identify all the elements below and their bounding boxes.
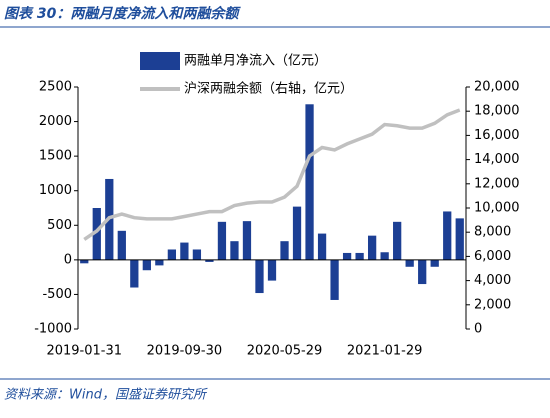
source-note: 资料来源：Wind，国盛证券研究所: [4, 387, 208, 403]
y2-tick-label: 12,000: [474, 176, 520, 191]
x-tick-label: 2019-01-31: [46, 344, 122, 359]
bar: [230, 241, 239, 260]
y-tick-label: 500: [47, 218, 72, 233]
bar: [280, 241, 289, 260]
bar: [317, 233, 327, 260]
bar: [267, 259, 277, 281]
bar: [92, 208, 101, 260]
bar: [192, 249, 202, 260]
bar: [180, 242, 189, 260]
bar: [393, 221, 402, 260]
bar: [167, 249, 177, 260]
bar: [418, 259, 427, 285]
bar: [255, 259, 264, 294]
bar: [292, 206, 302, 260]
y2-tick-label: 8,000: [474, 225, 511, 240]
bar: [367, 235, 377, 260]
bar: [242, 221, 252, 260]
bar: [142, 259, 151, 271]
legend-label: 沪深两融余额（右轴，亿元）: [184, 81, 353, 97]
y-tick-label: 0: [64, 252, 72, 267]
bar: [205, 259, 214, 262]
bar: [380, 252, 389, 260]
bar: [455, 218, 464, 260]
y-tick-label: -1000: [34, 322, 72, 337]
bar: [155, 259, 164, 266]
y2-tick-label: 2,000: [474, 297, 511, 312]
bar: [117, 230, 126, 260]
bar: [355, 252, 364, 260]
bar: [443, 211, 452, 260]
legend-swatch: [140, 52, 180, 70]
chart-title: 图表 30：两融月度净流入和两融余额: [4, 5, 241, 22]
bar: [430, 259, 439, 267]
bar: [80, 259, 89, 264]
line: [83, 108, 461, 241]
bar: [305, 104, 314, 260]
y-tick-label: 2000: [39, 114, 72, 129]
y-tick-label: 1500: [39, 149, 72, 164]
y-tick-label: -500: [42, 287, 72, 302]
y2-tick-label: 20,000: [474, 80, 520, 95]
bar: [405, 259, 414, 267]
y-tick-label: 1000: [39, 183, 72, 198]
y2-tick-label: 6,000: [474, 249, 511, 264]
x-tick-label: 2019-09-30: [147, 344, 223, 359]
y2-tick-label: 4,000: [474, 273, 511, 288]
y2-tick-label: 14,000: [474, 152, 520, 167]
x-tick-label: 2021-01-29: [347, 344, 423, 359]
bar: [330, 259, 339, 300]
y-tick-label: 2500: [39, 80, 72, 95]
y2-tick-label: 18,000: [474, 104, 520, 119]
x-tick-label: 2020-05-29: [247, 344, 323, 359]
y2-tick-label: 10,000: [474, 201, 520, 216]
y2-tick-label: 16,000: [474, 128, 520, 143]
bar: [342, 252, 352, 260]
y2-tick-label: 0: [474, 322, 482, 337]
bar: [217, 221, 227, 260]
legend-label: 两融单月净流入（亿元）: [184, 54, 327, 69]
bar: [130, 259, 139, 288]
